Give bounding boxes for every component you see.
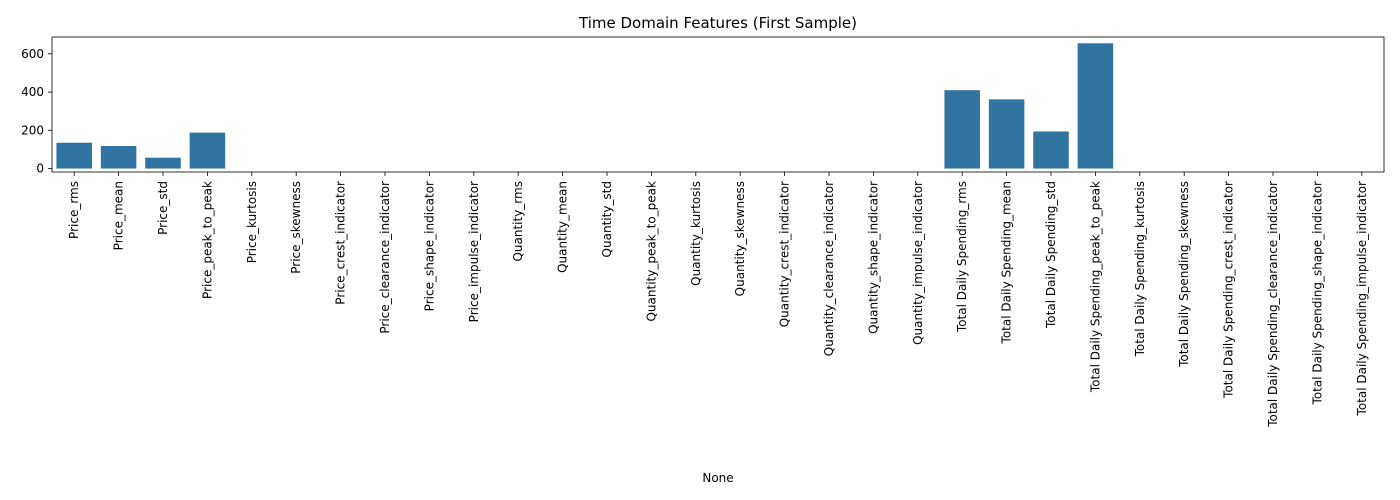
x-tick-label: Total Daily Spending_rms: [955, 181, 969, 333]
x-tick-label: Price_shape_indicator: [422, 181, 436, 311]
x-tick-label: Total Daily Spending_peak_to_peak: [1088, 181, 1102, 393]
x-tick-label: Total Daily Spending_skewness: [1177, 181, 1191, 368]
x-tick-label: Quantity_std: [600, 181, 614, 257]
x-tick-label: Total Daily Spending_shape_indicator: [1310, 181, 1324, 406]
x-tick-label: Quantity_mean: [556, 181, 570, 273]
y-tick-label: 0: [36, 162, 44, 176]
y-tick-label: 400: [21, 85, 44, 99]
bar: [944, 90, 980, 169]
bar: [1033, 131, 1069, 169]
x-tick-label: Total Daily Spending_crest_indicator: [1222, 181, 1236, 399]
x-tick-label: Total Daily Spending_mean: [1000, 181, 1014, 344]
bar: [1077, 43, 1114, 169]
x-tick-label: Total Daily Spending_std: [1044, 181, 1058, 329]
x-tick-label: Quantity_impulse_indicator: [911, 181, 925, 345]
chart-title: Time Domain Features (First Sample): [578, 14, 857, 32]
x-tick-label: Quantity_peak_to_peak: [644, 181, 658, 322]
bar: [100, 145, 137, 169]
x-tick-label: Price_peak_to_peak: [200, 181, 214, 299]
x-tick-label: Price_kurtosis: [245, 181, 259, 263]
x-tick-label: Price_crest_indicator: [334, 181, 348, 305]
x-tick-label: Total Daily Spending_kurtosis: [1133, 181, 1147, 357]
x-tick-label: Price_clearance_indicator: [378, 181, 392, 334]
x-tick-label: Total Daily Spending_impulse_indicator: [1355, 181, 1369, 417]
x-tick-label: Price_impulse_indicator: [467, 181, 481, 322]
x-tick-label: Total Daily Spending_clearance_indicator: [1266, 181, 1280, 428]
x-tick-label: Quantity_rms: [511, 181, 525, 262]
bar: [189, 132, 226, 169]
x-axis-ticks: Price_rms Price_mean Price_std Price_peak_t…: [67, 172, 1369, 428]
x-tick-label: Quantity_kurtosis: [689, 181, 703, 286]
bar: [988, 99, 1025, 169]
y-axis-ticks: 0 200 400 600: [21, 47, 52, 176]
x-tick-label: Quantity_clearance_indicator: [822, 181, 836, 356]
y-tick-label: 200: [21, 123, 44, 137]
x-tick-label: Quantity_crest_indicator: [778, 181, 792, 327]
x-tick-label: Price_skewness: [289, 181, 303, 274]
x-tick-label: Quantity_skewness: [733, 181, 747, 296]
plot-frame: [51, 36, 1385, 173]
x-tick-label: Price_std: [156, 181, 170, 235]
x-axis-label: None: [702, 471, 733, 485]
bars-group: [56, 43, 1114, 169]
y-tick-label: 600: [21, 47, 44, 61]
x-tick-label: Price_rms: [67, 181, 81, 239]
x-tick-label: Price_mean: [112, 181, 126, 250]
bar: [145, 157, 181, 169]
x-tick-label: Quantity_shape_indicator: [866, 181, 880, 334]
bar: [56, 142, 92, 169]
